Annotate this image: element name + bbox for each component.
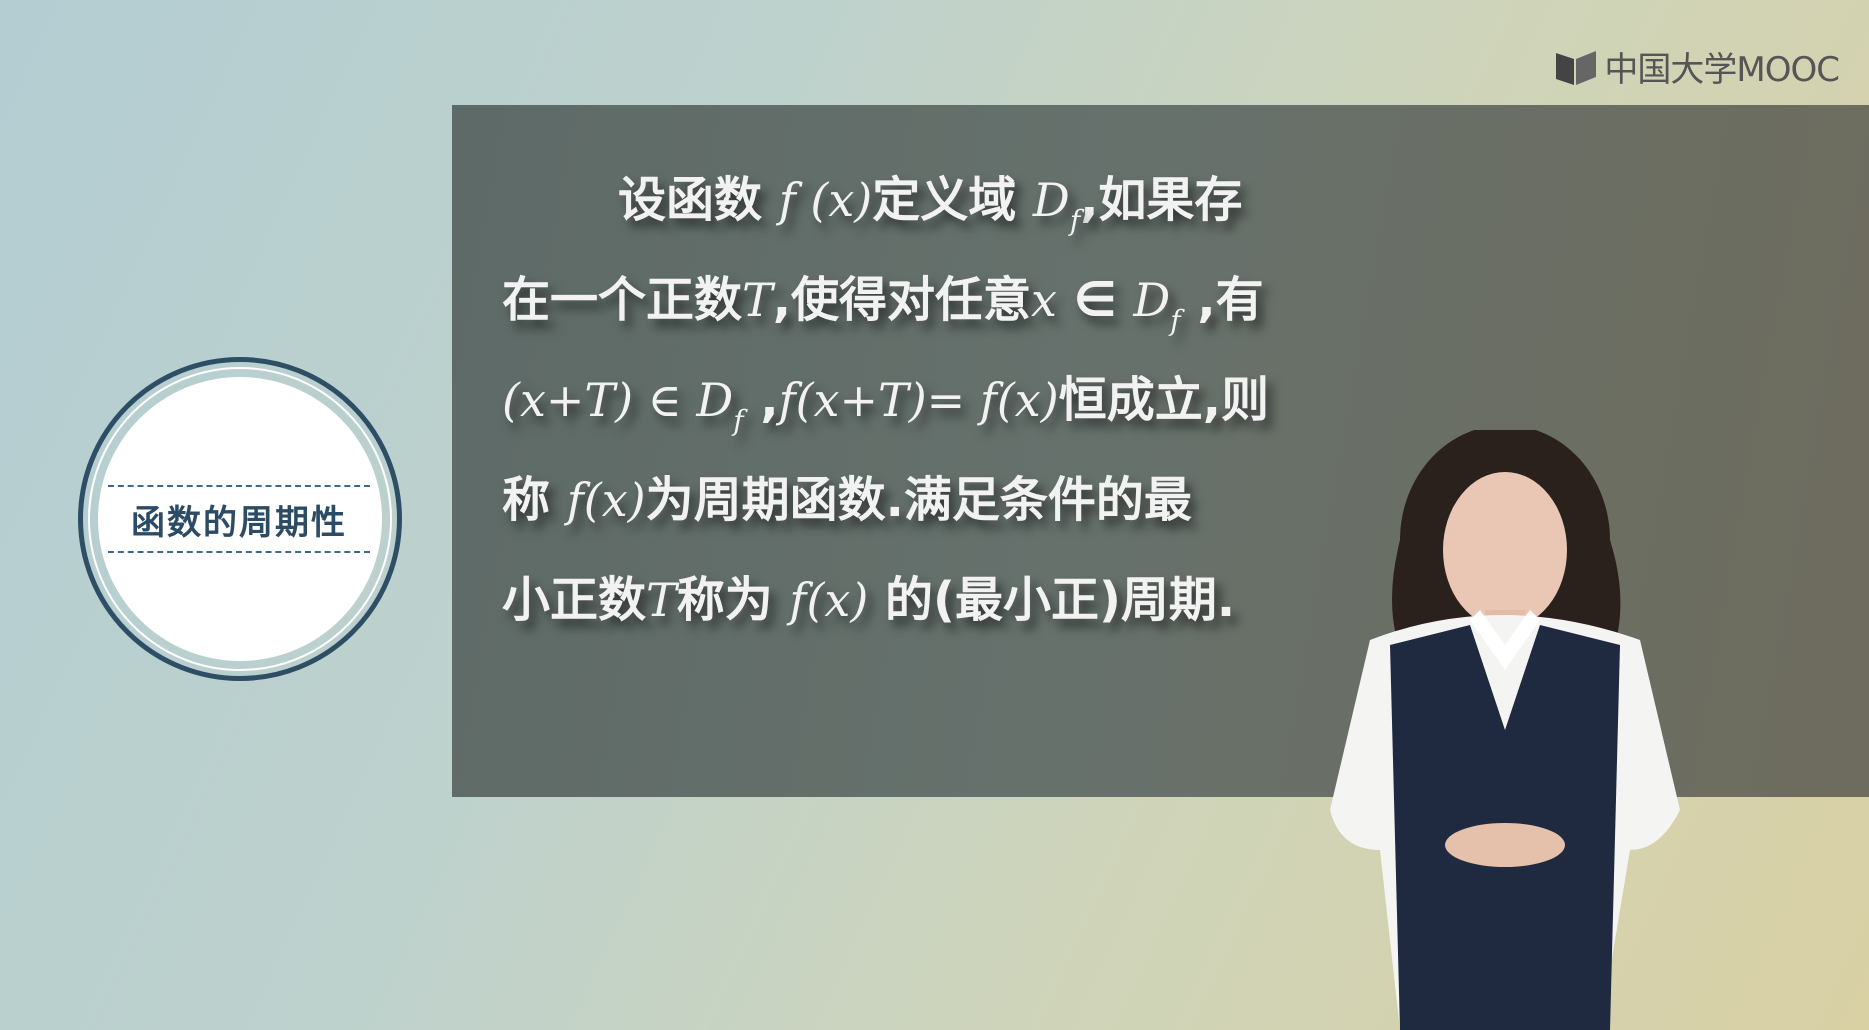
text-segment: 设函数 — [618, 172, 779, 228]
text-segment: 称为 — [676, 572, 790, 628]
topic-badge: 函数的周期性 — [78, 357, 402, 681]
badge-title: 函数的周期性 — [108, 485, 370, 553]
text-segment: 的(最小正)周期. — [868, 572, 1236, 628]
text-segment: , — [743, 372, 779, 428]
text-segment: 在一个正数 — [502, 272, 743, 328]
math-fx: f (x) — [778, 173, 873, 227]
definition-line-2: 在一个正数T,使得对任意x ∈ Df ,有 — [502, 250, 1382, 350]
math-D: D — [696, 373, 734, 427]
badge-inner-ring — [88, 367, 392, 671]
math-element-of: ∈ — [1056, 272, 1134, 328]
math-T: T — [646, 573, 677, 627]
math-T: T — [742, 273, 773, 327]
math-subscript-f: f — [733, 404, 744, 437]
math-D: D — [1133, 273, 1171, 327]
text-segment: ,使得对任意 — [772, 272, 1031, 328]
definition-line-1: 设函数 f (x)定义域 Df,如果存 — [502, 150, 1382, 250]
math-x: x — [1030, 273, 1057, 327]
math-D: D — [1032, 173, 1070, 227]
badge-outer-ring — [78, 357, 402, 681]
definition-text: 设函数 f (x)定义域 Df,如果存 在一个正数T,使得对任意x ∈ Df ,… — [502, 150, 1382, 650]
text-segment: 称 — [502, 472, 567, 528]
math-subscript-f: f — [1170, 304, 1181, 337]
text-segment: 恒成立,则 — [1058, 372, 1269, 428]
text-segment: ,有 — [1180, 272, 1264, 328]
math-equation: f(x+T)= f(x) — [778, 373, 1059, 427]
text-segment: 定义域 — [872, 172, 1033, 228]
definition-line-3: (x+T) ∈ Df ,f(x+T)= f(x)恒成立,则 — [502, 350, 1382, 450]
logo-text: 中国大学MOOC — [1604, 50, 1840, 90]
text-segment: ,如果存 — [1080, 172, 1243, 228]
definition-line-4: 称 f(x)为周期函数.满足条件的最 — [502, 450, 1382, 550]
presenter-figure — [1330, 430, 1680, 1030]
definition-line-5: 小正数T称为 f(x) 的(最小正)周期. — [502, 550, 1382, 650]
math-x-plus-T: (x+T) ∈ — [502, 373, 697, 427]
mooc-logo: 中国大学MOOC — [1554, 42, 1840, 91]
math-subscript-f: f — [1069, 204, 1081, 237]
math-fx: f(x) — [789, 573, 869, 627]
math-fx: f(x) — [566, 473, 646, 527]
book-icon — [1556, 50, 1597, 85]
text-segment: 为周期函数.满足条件的最 — [645, 472, 1192, 528]
text-segment: 小正数 — [502, 572, 647, 628]
